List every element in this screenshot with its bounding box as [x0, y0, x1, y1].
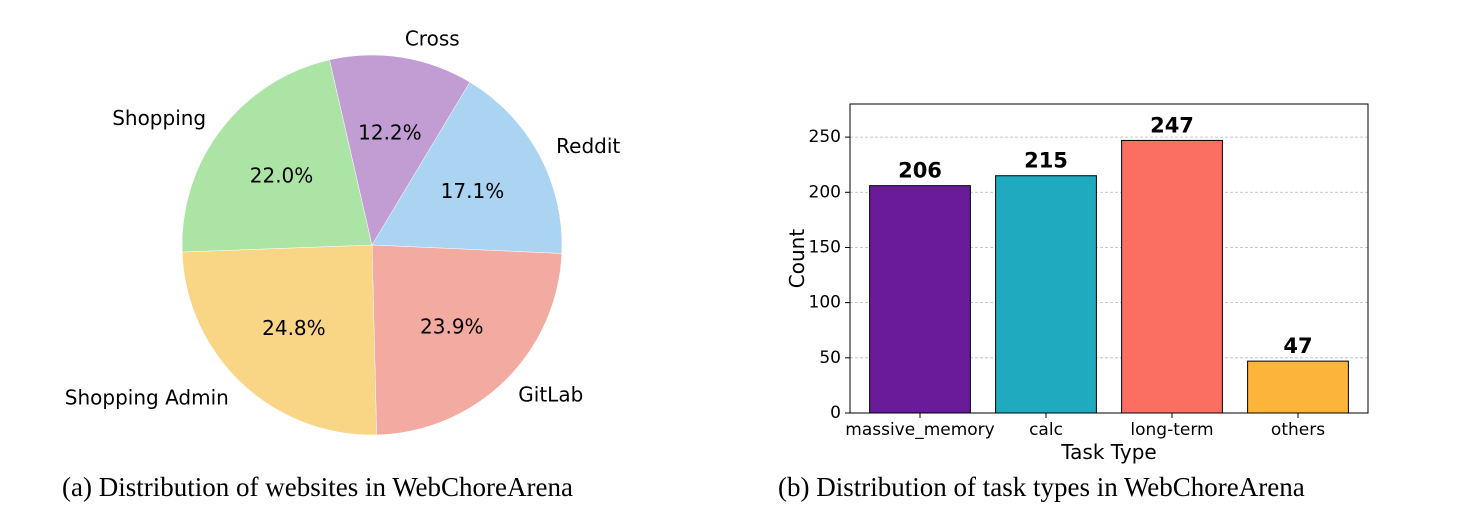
bar-value-label: 206	[898, 159, 942, 183]
pie-percent-label: 12.2%	[358, 120, 422, 144]
bar-chart: 206 massive_memory 215 calc 247 long-term 47 ot…	[785, 103, 1369, 464]
y-tick-label: 200	[809, 182, 841, 202]
y-tick-label: 100	[809, 293, 841, 313]
x-tick-label: calc	[1029, 420, 1063, 440]
x-axis-label: Task Type	[1060, 440, 1156, 464]
pie-slice-cross	[329, 54, 471, 246]
pie-percent-label: 17.1%	[441, 179, 505, 203]
bar-chart-caption: (b) Distribution of task types in WebCho…	[778, 472, 1305, 502]
pie-percent-label: 24.8%	[262, 316, 326, 340]
pie-slice-reddit	[371, 81, 563, 254]
pie-category-label: Reddit	[556, 134, 620, 158]
y-tick-label: 150	[809, 237, 841, 257]
bar-value-label: 47	[1283, 334, 1312, 358]
pie-percent-label: 23.9%	[420, 314, 484, 338]
pie-slice-gitlab	[371, 244, 563, 436]
pie-percent-label: 22.0%	[250, 164, 314, 188]
y-tick-label: 0	[830, 403, 841, 423]
pie-chart-panel: 17.1% Reddit 23.9% GitLab 24.8% Shopping Admi…	[62, 27, 620, 502]
bar-calc	[995, 175, 1097, 414]
pie-chart: 17.1% Reddit 23.9% GitLab 24.8% Shopping Admi…	[65, 27, 620, 436]
pie-slice-shopping	[181, 59, 373, 253]
x-tick-label: long-term	[1130, 420, 1213, 440]
pie-chart-caption: (a) Distribution of websites in WebChore…	[62, 472, 573, 502]
bar-massive-memory	[869, 185, 971, 414]
x-tick-label: massive_memory	[845, 420, 994, 440]
y-tick-label: 250	[809, 127, 841, 147]
pie-category-label: GitLab	[518, 382, 583, 406]
bar-others	[1247, 360, 1349, 414]
pie-category-label: Shopping Admin	[65, 385, 229, 409]
pie-slice-shopping-admin	[181, 244, 377, 436]
y-tick-label: 50	[819, 348, 841, 368]
pie-category-label: Cross	[405, 27, 460, 51]
bar-chart-panel: 206 massive_memory 215 calc 247 long-term 47 ot…	[742, 0, 1484, 526]
bar-value-label: 247	[1150, 113, 1194, 137]
y-axis-label: Count	[785, 229, 809, 289]
bar-long-term	[1121, 139, 1223, 414]
bar-value-label: 215	[1024, 149, 1068, 173]
x-tick-label: others	[1271, 420, 1325, 440]
pie-category-label: Shopping	[112, 106, 206, 130]
plot-frame	[849, 103, 1369, 414]
